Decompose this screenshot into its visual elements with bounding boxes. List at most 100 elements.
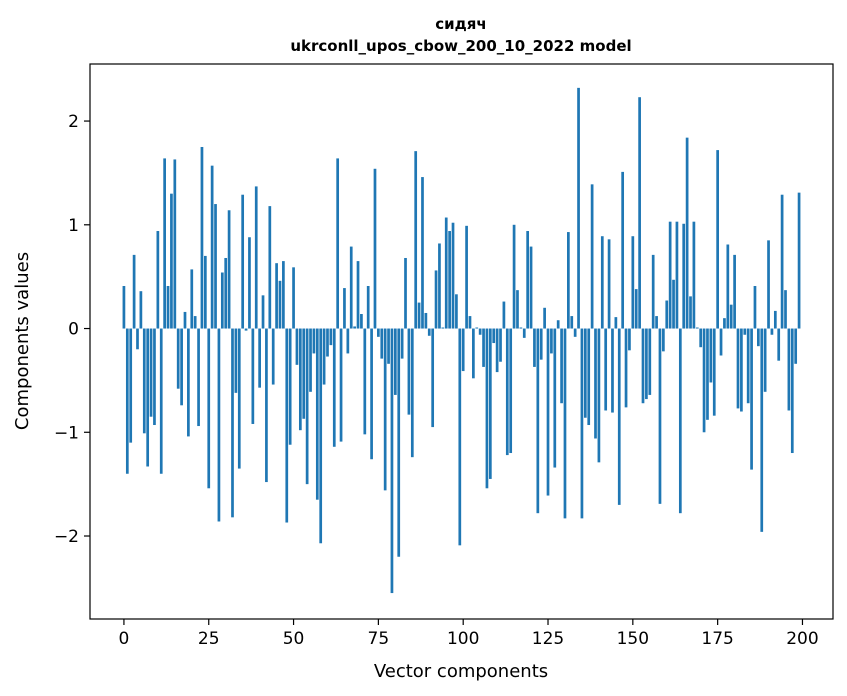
bar-165 <box>682 223 686 329</box>
bar-185 <box>750 328 753 470</box>
x-tick-label-5: 125 <box>532 629 564 649</box>
bar-40 <box>258 328 261 388</box>
bar-115 <box>512 224 516 329</box>
y-tick-label-1: −1 <box>54 423 79 443</box>
bar-130 <box>563 328 567 519</box>
bar-197 <box>790 328 794 454</box>
bar-61 <box>329 328 333 346</box>
bar-34 <box>237 328 241 469</box>
bar-62 <box>332 328 336 447</box>
bar-83 <box>404 257 407 329</box>
bar-170 <box>699 328 703 348</box>
bar-124 <box>543 307 546 329</box>
chart-title-line2: ukrconll_upos_cbow_200_10_2022 model <box>290 37 631 55</box>
bar-125 <box>546 328 550 496</box>
bar-92 <box>434 270 438 329</box>
bar-5 <box>139 291 143 329</box>
bar-108 <box>488 328 492 479</box>
bar-14 <box>170 193 173 329</box>
x-tick-label-6: 150 <box>617 629 649 649</box>
bar-25 <box>207 328 211 489</box>
bar-73 <box>370 328 373 460</box>
bar-140 <box>597 328 601 463</box>
bar-66 <box>346 328 350 354</box>
bar-79 <box>390 328 394 594</box>
bar-36 <box>244 328 248 331</box>
bar-120 <box>529 246 533 329</box>
bar-64 <box>339 328 343 442</box>
bar-1 <box>125 328 129 474</box>
bar-20 <box>190 269 194 329</box>
bar-126 <box>550 328 553 354</box>
bar-109 <box>492 328 496 344</box>
bar-171 <box>702 328 706 433</box>
bar-191 <box>770 328 774 335</box>
bar-134 <box>577 87 580 329</box>
bar-87 <box>417 302 421 329</box>
bar-77 <box>383 328 387 491</box>
bar-186 <box>753 286 757 329</box>
bar-9 <box>153 328 156 426</box>
bar-196 <box>787 328 791 411</box>
bar-24 <box>203 255 207 329</box>
bar-41 <box>261 295 265 329</box>
bar-148 <box>624 328 628 408</box>
bar-70 <box>360 314 363 329</box>
bar-75 <box>377 328 380 337</box>
bar-59 <box>322 328 326 385</box>
bar-29 <box>220 272 224 329</box>
bar-146 <box>617 328 621 505</box>
bar-50 <box>292 267 295 329</box>
bar-184 <box>746 328 750 404</box>
bar-54 <box>305 328 309 485</box>
bar-76 <box>380 328 384 359</box>
bar-33 <box>234 328 238 393</box>
bar-17 <box>180 328 183 406</box>
bar-143 <box>607 239 611 329</box>
bar-13 <box>166 286 170 329</box>
bar-7 <box>146 328 150 467</box>
bar-122 <box>536 328 540 514</box>
bar-102 <box>468 316 472 329</box>
bar-12 <box>163 158 166 329</box>
bar-176 <box>719 328 723 356</box>
bar-45 <box>275 263 278 329</box>
bar-149 <box>628 328 631 351</box>
bar-116 <box>516 290 519 329</box>
bar-26 <box>210 165 214 329</box>
bar-199 <box>797 192 801 329</box>
chart-title-line1: сидяч <box>435 15 486 33</box>
bar-104 <box>475 327 479 329</box>
bar-90 <box>427 328 431 336</box>
x-tick-label-4: 100 <box>447 629 479 649</box>
bar-43 <box>268 206 272 329</box>
bar-44 <box>271 328 275 385</box>
plot-area-frame <box>89 63 834 620</box>
bar-56 <box>312 328 316 354</box>
bar-69 <box>356 261 360 329</box>
bar-74 <box>373 168 377 329</box>
bar-4 <box>136 328 139 350</box>
bar-22 <box>197 328 200 427</box>
bar-96 <box>448 231 451 329</box>
bar-173 <box>709 328 713 383</box>
bar-147 <box>621 171 625 329</box>
bar-190 <box>767 240 770 329</box>
bar-78 <box>387 328 390 364</box>
bar-82 <box>400 328 404 359</box>
bar-162 <box>672 279 675 329</box>
x-tick-label-0: 0 <box>119 629 130 649</box>
bar-144 <box>611 328 614 413</box>
bar-15 <box>173 159 177 329</box>
bar-123 <box>539 328 543 360</box>
bar-183 <box>743 328 747 335</box>
bar-88 <box>421 177 424 329</box>
bar-169 <box>695 327 699 329</box>
bar-72 <box>366 286 370 329</box>
bar-46 <box>278 280 282 329</box>
y-tick-label-4: 2 <box>68 112 79 132</box>
bar-128 <box>556 320 560 329</box>
bar-164 <box>678 328 682 514</box>
